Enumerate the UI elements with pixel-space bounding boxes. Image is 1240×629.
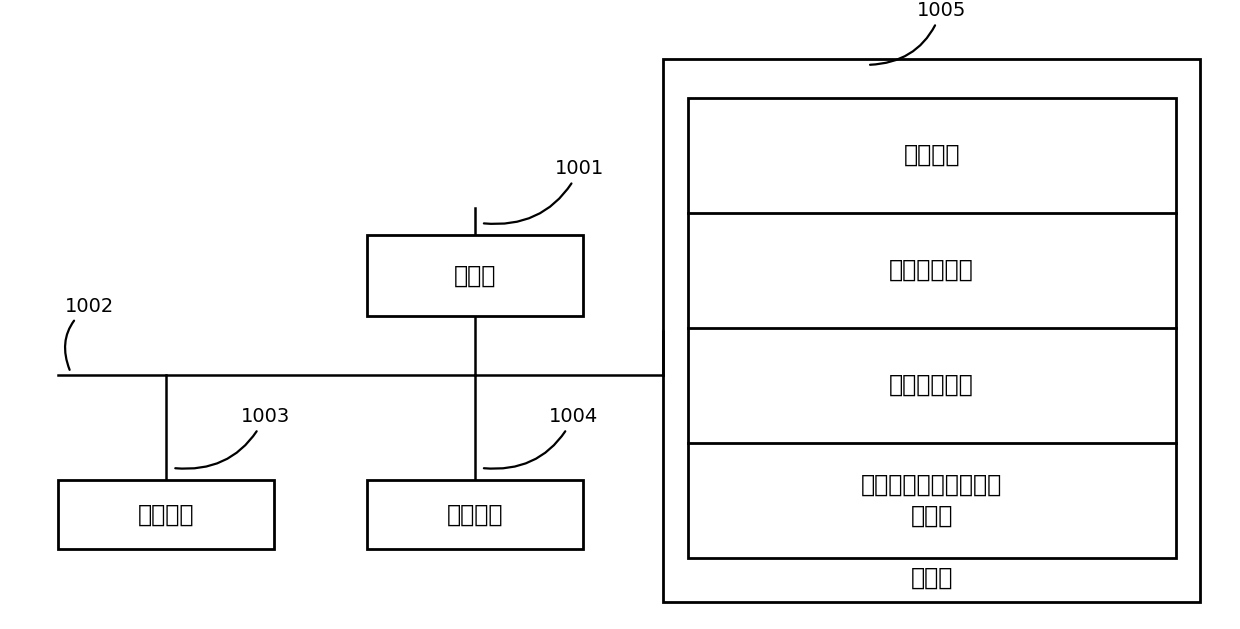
Text: 1003: 1003 (175, 407, 290, 469)
Text: 网络通信模块: 网络通信模块 (889, 258, 975, 282)
Bar (663, 59, 1200, 603)
Text: 基于前向传播的催收预
测程序: 基于前向传播的催收预 测程序 (861, 472, 1002, 528)
Text: 1004: 1004 (484, 407, 598, 469)
Text: 1002: 1002 (64, 297, 114, 370)
Bar (688, 97, 1176, 557)
Text: 操作系统: 操作系统 (904, 143, 960, 167)
Text: 用户接口: 用户接口 (138, 502, 195, 526)
Text: 用户接口模块: 用户接口模块 (889, 373, 975, 397)
Bar (58, 480, 274, 548)
Bar (367, 235, 583, 316)
Bar (367, 480, 583, 548)
Text: 1005: 1005 (870, 1, 966, 65)
Text: 处理器: 处理器 (454, 264, 496, 287)
Text: 1001: 1001 (484, 159, 604, 224)
Text: 存储器: 存储器 (910, 565, 952, 589)
Text: 网络接口: 网络接口 (446, 502, 503, 526)
